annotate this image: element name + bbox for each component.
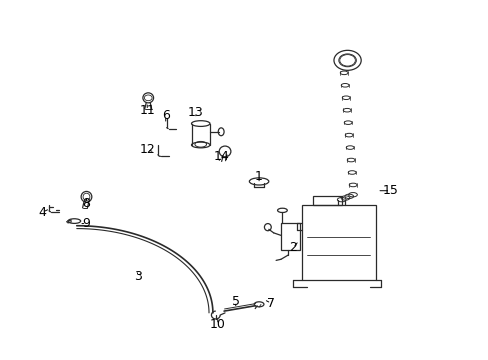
Text: 2: 2 [288, 241, 296, 255]
Bar [312, 196, 341, 205]
Text: 4: 4 [39, 206, 46, 219]
Bar [281, 223, 300, 249]
Text: 13: 13 [187, 105, 203, 119]
Bar [301, 205, 375, 280]
Text: 11: 11 [139, 104, 155, 117]
Text: 12: 12 [139, 143, 155, 156]
Text: 5: 5 [231, 295, 239, 308]
Text: 1: 1 [255, 170, 263, 183]
Text: 14: 14 [213, 150, 229, 163]
Text: 9: 9 [82, 217, 90, 230]
Text: 10: 10 [209, 318, 225, 331]
Text: 15: 15 [382, 184, 398, 197]
Text: 8: 8 [82, 197, 90, 210]
Text: 3: 3 [133, 270, 141, 283]
Text: 7: 7 [267, 297, 275, 310]
Text: 6: 6 [162, 109, 169, 122]
